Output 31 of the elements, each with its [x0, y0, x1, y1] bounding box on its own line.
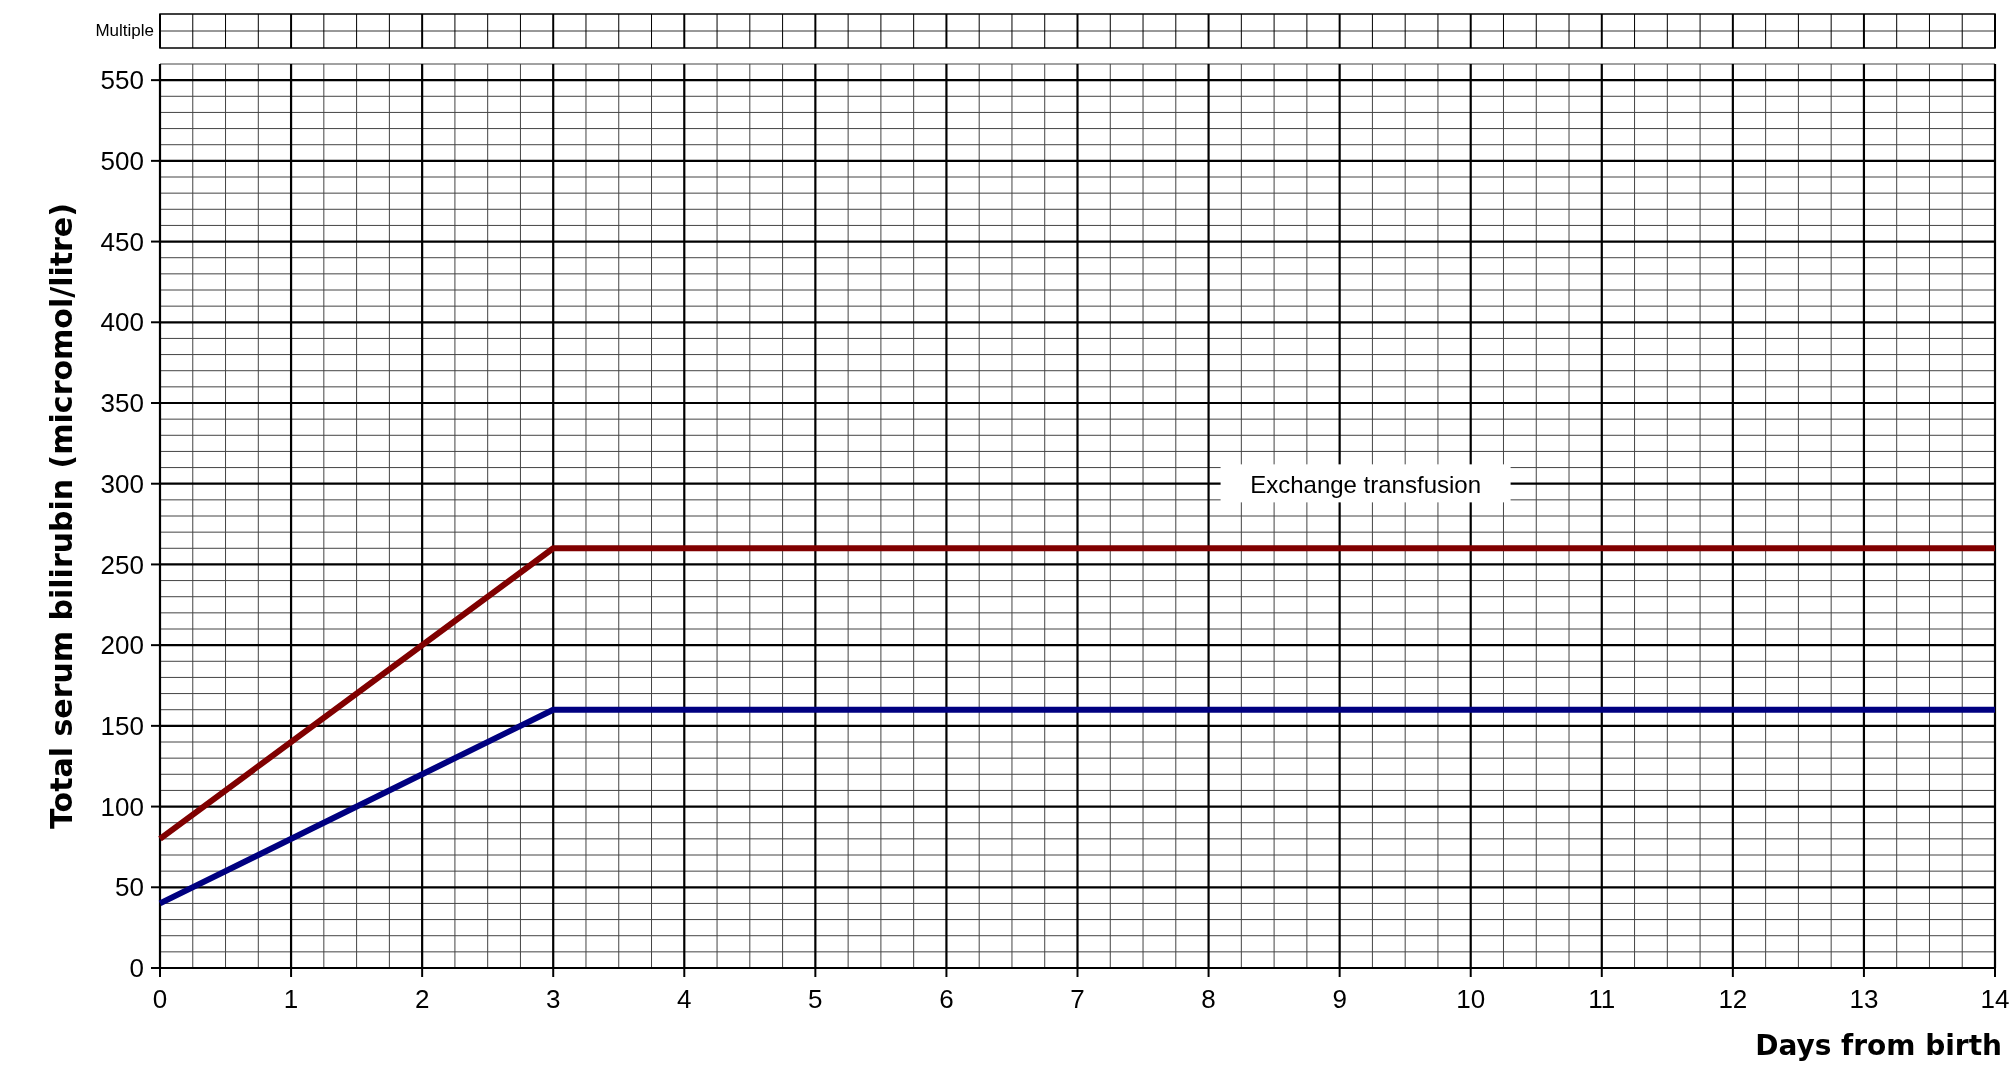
text: Multiple [95, 21, 154, 40]
x-tick-label: 13 [1849, 984, 1879, 1014]
x-tick-label: 9 [1332, 984, 1347, 1014]
x-tick-label: 1 [283, 984, 299, 1014]
annotation: Exchange transfusion [1250, 470, 1481, 498]
y-tick-label: 500 [100, 145, 144, 176]
x-tick-label: 10 [1456, 984, 1486, 1014]
x-tick-label: 14 [1980, 984, 2010, 1014]
x-tick-label: 7 [1070, 984, 1085, 1014]
y-tick-label: 0 [129, 953, 144, 984]
y-tick-label: 200 [100, 630, 144, 661]
x-tick-label: 5 [808, 984, 823, 1014]
x-tick-label: 12 [1718, 984, 1748, 1014]
y-tick-label: 50 [115, 872, 144, 903]
y-tick-label: 150 [100, 710, 144, 741]
y-axis-title: Total serum bilirubin (micromol/litre) [44, 203, 79, 829]
x-tick-label: 3 [545, 984, 561, 1014]
x-tick-label: 0 [152, 984, 168, 1014]
x-tick-label: 8 [1201, 984, 1216, 1014]
x-axis-title: Days from birth [1755, 1029, 2002, 1062]
x-tick-label: 4 [677, 984, 692, 1014]
x-tick-label: 11 [1588, 984, 1616, 1014]
y-tick-label: 550 [100, 65, 144, 96]
y-tick-label: 450 [100, 226, 144, 257]
x-tick-label: 6 [939, 984, 954, 1014]
x-tick-label: 2 [414, 984, 430, 1014]
y-tick-label: 400 [100, 307, 144, 338]
y-tick-label: 250 [100, 549, 144, 580]
y-tick-label: 100 [100, 791, 144, 822]
y-tick-label: 300 [100, 468, 144, 499]
y-tick-label: 350 [100, 388, 144, 419]
